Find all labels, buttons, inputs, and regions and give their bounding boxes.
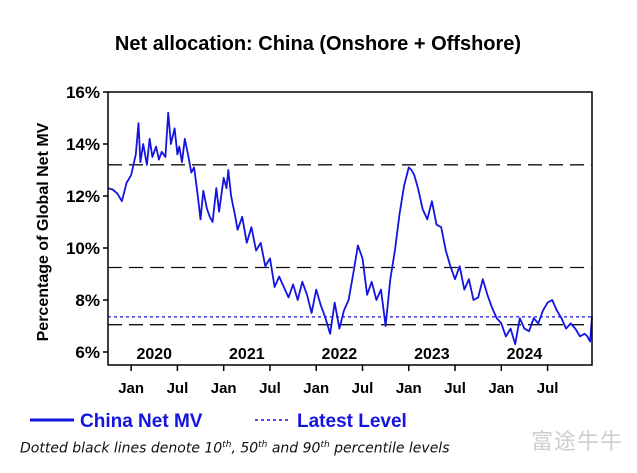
x-tick-label: Jul <box>167 380 189 397</box>
legend: China Net MV Latest Level <box>30 411 407 432</box>
year-label: 2020 <box>136 346 172 363</box>
footnote: Dotted black lines denote 10th, 50th and… <box>20 440 580 457</box>
year-label: 2022 <box>322 346 358 363</box>
year-label: 2021 <box>229 346 265 363</box>
x-tick-label: Jul <box>444 380 466 397</box>
y-tick-label: 10% <box>66 239 100 258</box>
y-tick-label: 16% <box>66 83 100 102</box>
y-tick-label: 12% <box>66 187 100 206</box>
legend-label-latest-level: Latest Level <box>297 411 407 432</box>
footnote-sup: th <box>222 440 232 450</box>
y-tick-label: 14% <box>66 135 100 154</box>
footnote-text: percentile levels <box>329 440 450 457</box>
x-tick-label: Jul <box>352 380 374 397</box>
footnote-text: and 90 <box>267 440 321 457</box>
chart-title: Net allocation: China (Onshore + Offshor… <box>115 33 521 55</box>
series-layer <box>107 111 593 346</box>
year-label: 2024 <box>507 346 543 363</box>
footnote-sup: th <box>320 440 330 450</box>
axes: 6% 8% 10% 12% 14% 16% Jan Jul Jan Jul Jan Jul Jan Jul… <box>66 83 558 397</box>
year-label: 2023 <box>414 346 450 363</box>
x-tick-label: Jul <box>537 380 559 397</box>
x-tick-label: Jan <box>211 380 237 397</box>
x-tick-label: Jul <box>259 380 281 397</box>
y-axis-label: Percentage of Global Net MV <box>35 122 52 341</box>
x-tick-label: Jan <box>488 380 514 397</box>
series-line-china-net-mv <box>107 111 593 346</box>
x-tick-label: Jan <box>396 380 422 397</box>
footnote-text: , 50 <box>231 440 259 457</box>
footnote-sup: th <box>258 440 268 450</box>
y-tick-label: 6% <box>75 343 100 362</box>
y-tick-label: 8% <box>75 291 100 310</box>
footnote-text: Dotted black lines denote 10 <box>20 440 223 457</box>
plot-frame <box>107 91 593 366</box>
legend-label-china-net-mv: China Net MV <box>80 411 203 432</box>
percentile-lines <box>108 164 592 326</box>
x-tick-label: Jan <box>303 380 329 397</box>
x-tick-label: Jan <box>118 380 144 397</box>
watermark: 富途牛牛 <box>530 430 623 455</box>
